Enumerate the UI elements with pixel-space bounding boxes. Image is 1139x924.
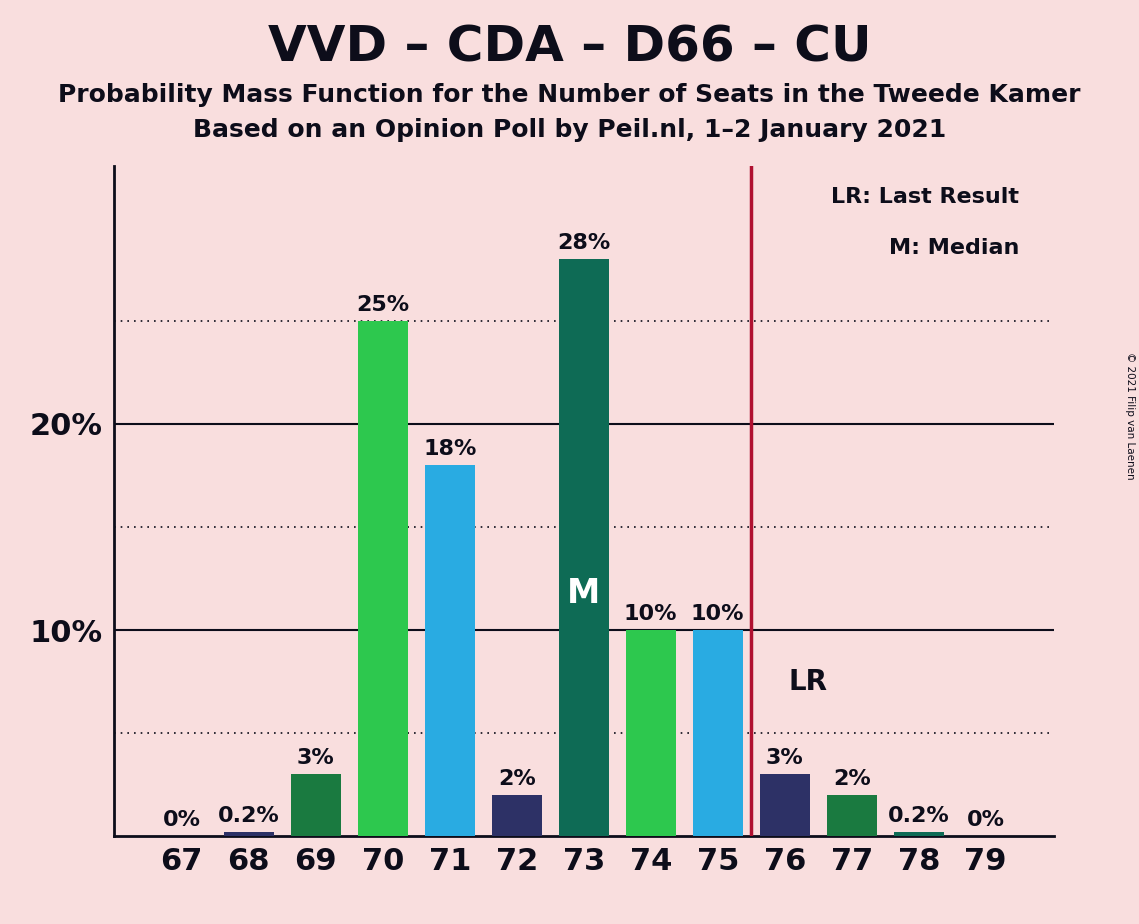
Text: 2%: 2% xyxy=(833,769,870,789)
Bar xyxy=(358,321,408,836)
Text: Based on an Opinion Poll by Peil.nl, 1–2 January 2021: Based on an Opinion Poll by Peil.nl, 1–2… xyxy=(192,118,947,142)
Bar xyxy=(760,774,810,836)
Text: 18%: 18% xyxy=(423,439,476,459)
Text: LR: LR xyxy=(788,668,827,696)
Text: 0.2%: 0.2% xyxy=(888,806,950,826)
Text: 3%: 3% xyxy=(765,748,804,768)
Text: M: Median: M: Median xyxy=(888,238,1019,259)
Text: 3%: 3% xyxy=(297,748,335,768)
Text: 10%: 10% xyxy=(691,604,745,624)
Text: 0%: 0% xyxy=(967,810,1005,830)
Bar xyxy=(425,465,475,836)
Bar xyxy=(894,833,944,836)
Text: © 2021 Filip van Laenen: © 2021 Filip van Laenen xyxy=(1125,352,1134,480)
Bar xyxy=(625,630,675,836)
Text: VVD – CDA – D66 – CU: VVD – CDA – D66 – CU xyxy=(268,23,871,71)
Text: 10%: 10% xyxy=(624,604,678,624)
Bar xyxy=(693,630,743,836)
Text: 0.2%: 0.2% xyxy=(218,806,279,826)
Text: 25%: 25% xyxy=(357,295,409,315)
Bar xyxy=(290,774,341,836)
Bar xyxy=(223,833,273,836)
Bar xyxy=(492,795,542,836)
Text: 28%: 28% xyxy=(557,233,611,253)
Text: M: M xyxy=(567,578,600,611)
Text: 0%: 0% xyxy=(163,810,200,830)
Text: LR: Last Result: LR: Last Result xyxy=(831,187,1019,207)
Text: 2%: 2% xyxy=(498,769,535,789)
Bar xyxy=(827,795,877,836)
Text: Probability Mass Function for the Number of Seats in the Tweede Kamer: Probability Mass Function for the Number… xyxy=(58,83,1081,107)
Bar xyxy=(558,259,609,836)
